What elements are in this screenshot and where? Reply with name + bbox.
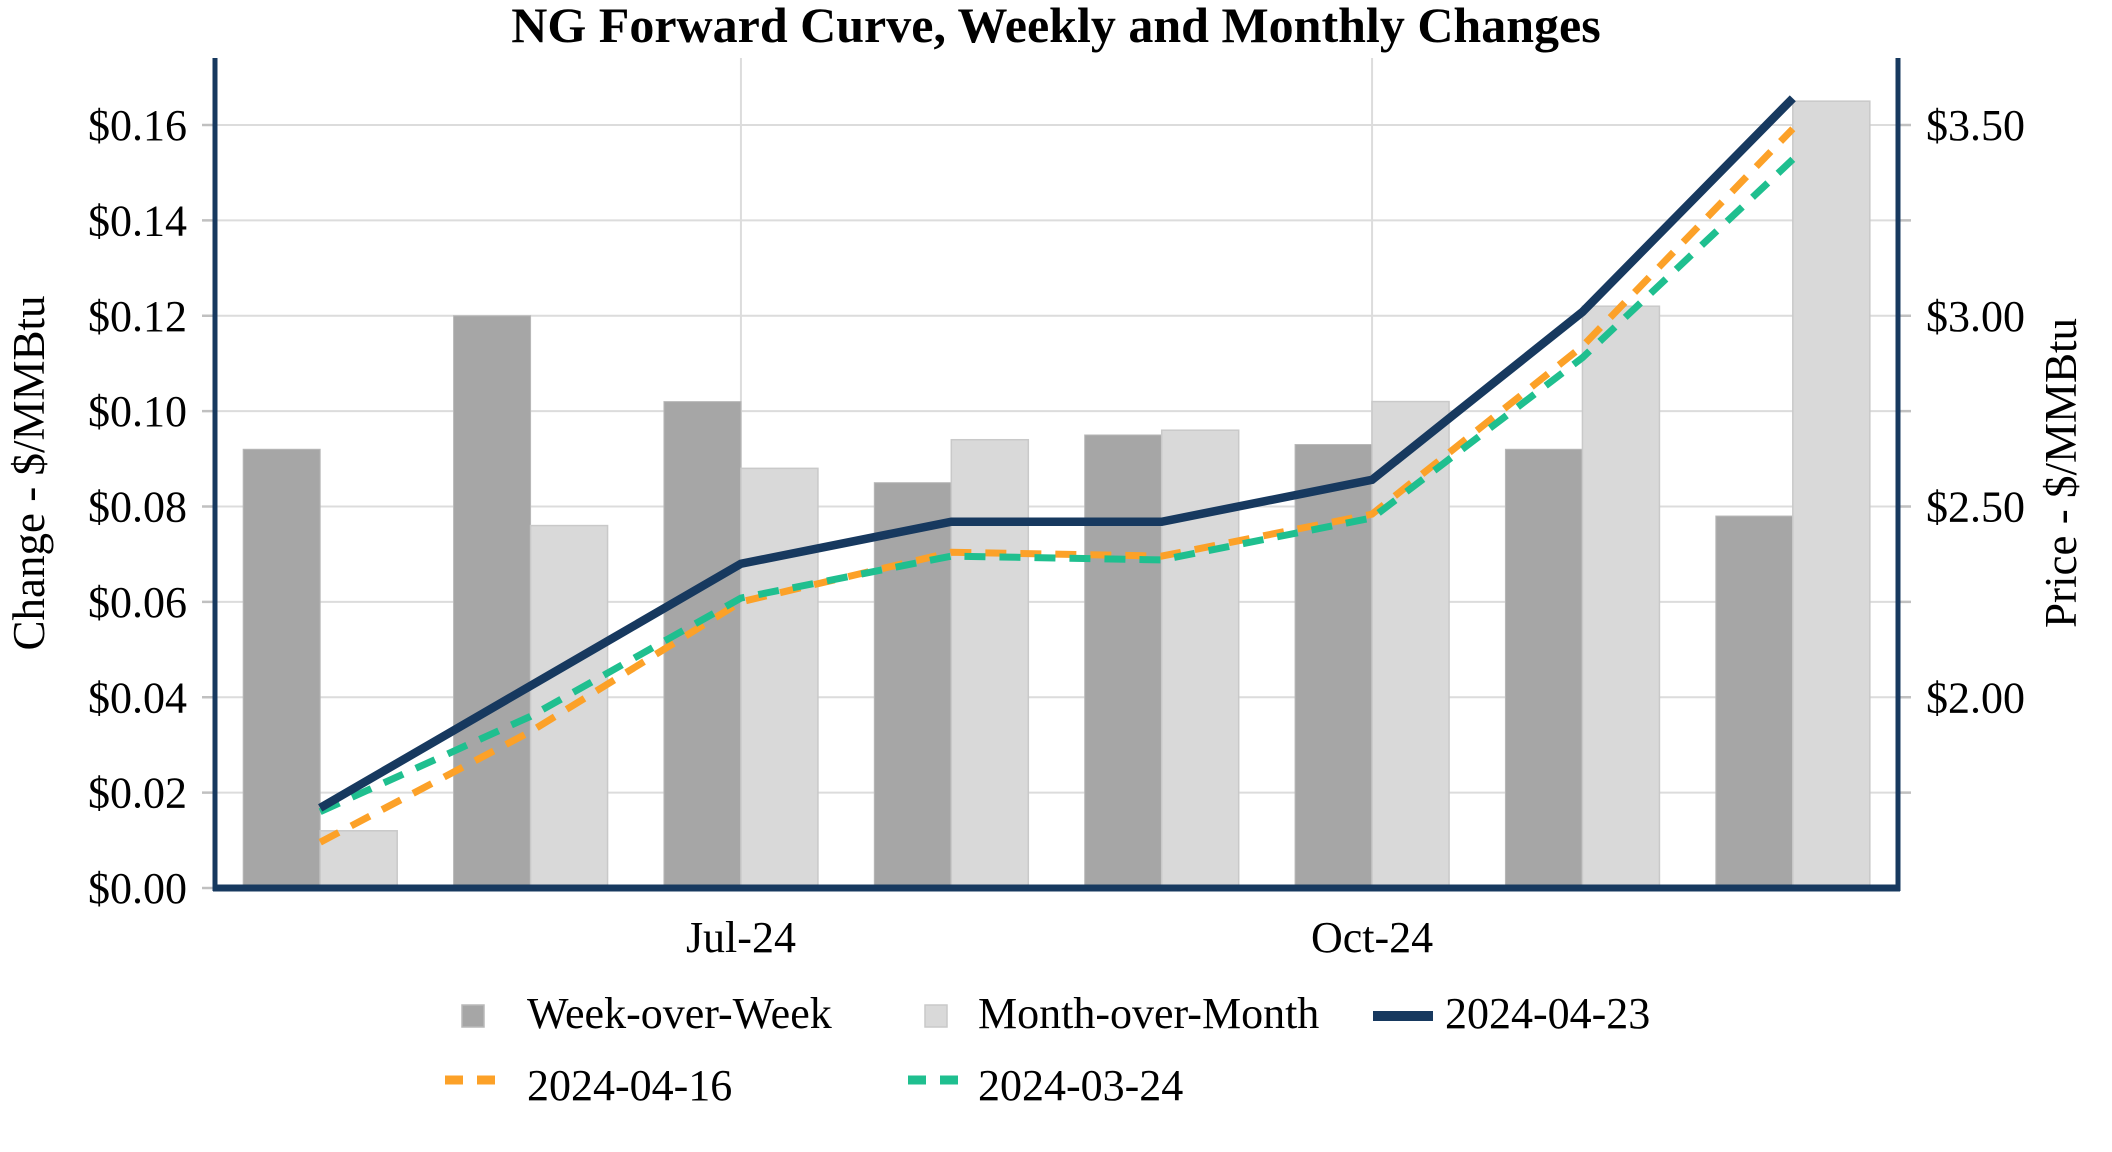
mom-bar [1792, 100, 1871, 889]
mom-bar [1160, 429, 1240, 889]
wow-bar [1294, 444, 1373, 889]
mom-bar [1581, 305, 1661, 889]
right-tick-label: $3.00 [1926, 292, 2025, 341]
left-tick-label: $0.08 [88, 483, 187, 532]
wow-bar [242, 448, 321, 889]
price-line-2024-03-24 [318, 156, 1796, 815]
left-tick-label: $0.06 [88, 578, 187, 627]
right-tick-label: $2.50 [1926, 483, 2025, 532]
left-tick-label: $0.10 [88, 387, 187, 436]
x-tick-label: Oct-24 [1311, 913, 1433, 962]
left-tick-label: $0.12 [88, 292, 187, 341]
legend-label-2024-04-16: 2024-04-16 [527, 1061, 732, 1110]
wow-bar [1084, 434, 1163, 889]
price-line-2024-04-16 [318, 126, 1796, 846]
wow-bar [1504, 448, 1583, 889]
legend-label-2024-04-23: 2024-04-23 [1445, 989, 1650, 1038]
left-axis-title: Change - $/MMBtu [4, 296, 54, 651]
left-tick-label: $0.04 [88, 673, 187, 722]
mom-bar [740, 467, 819, 889]
left-tick-label: $0.16 [88, 101, 187, 150]
right-tick-label: $3.50 [1926, 101, 2025, 150]
right-axis-title: Price - $/MMBtu [2036, 318, 2086, 628]
legend-label-week-over-week: Week-over-Week [527, 989, 832, 1038]
wow-bar [663, 401, 742, 889]
legend-swatch-month-over-month [924, 1004, 948, 1028]
wow-bar [453, 315, 532, 889]
chart-title: NG Forward Curve, Weekly and Monthly Cha… [511, 0, 1600, 53]
x-tick-label: Jul-24 [686, 913, 796, 962]
left-tick-label: $0.00 [88, 864, 187, 913]
price-line-2024-04-23 [318, 95, 1796, 812]
wow-bar [873, 482, 952, 889]
legend-label-month-over-month: Month-over-Month [978, 989, 1319, 1038]
left-tick-label: $0.02 [88, 769, 187, 818]
right-tick-label: $2.00 [1926, 673, 2025, 722]
mom-bar [319, 830, 398, 889]
legend-swatch-week-over-week [461, 1004, 485, 1028]
wow-bar [1715, 515, 1794, 889]
left-tick-label: $0.14 [88, 196, 187, 245]
mom-bar [950, 438, 1030, 889]
legend-label-2024-03-24: 2024-03-24 [978, 1061, 1183, 1110]
